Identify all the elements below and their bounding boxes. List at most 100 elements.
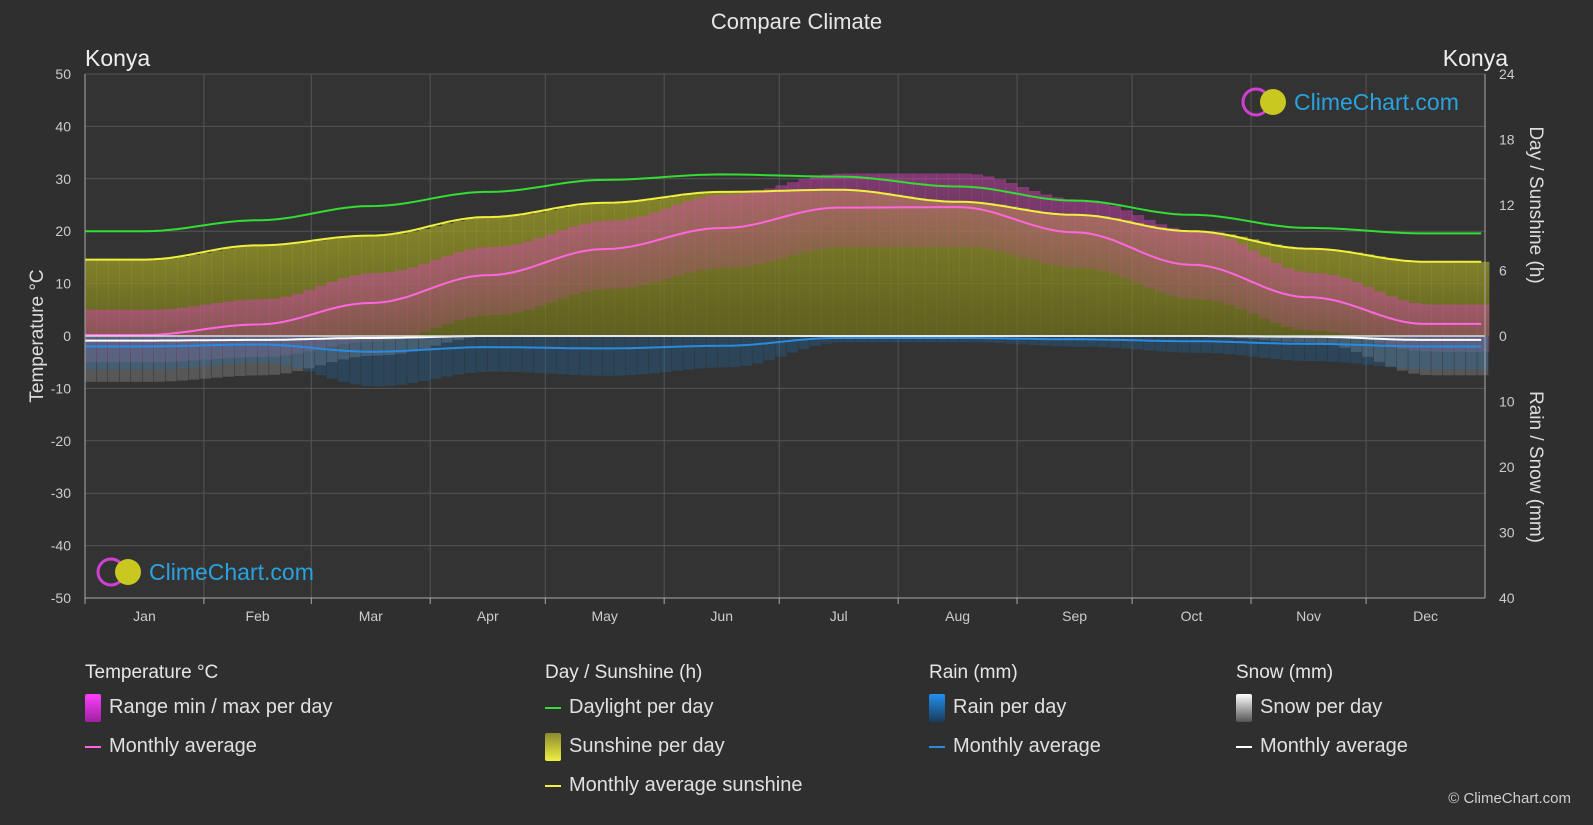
rain-bar <box>303 336 315 372</box>
temp-range-bar <box>338 278 351 345</box>
temp-range-bar <box>1327 275 1340 333</box>
rain-bar <box>1063 336 1075 347</box>
temp-range-bar <box>177 307 190 362</box>
rain-bar <box>108 336 120 370</box>
rain-bar <box>96 336 108 370</box>
temp-range-bar <box>694 197 707 271</box>
snow-bar <box>1454 336 1466 376</box>
temp-range-bar <box>1281 267 1294 327</box>
y-left-tick-label: 20 <box>55 223 71 239</box>
snow-avg-swatch <box>1236 745 1252 748</box>
temp-range-bar <box>683 200 696 273</box>
temp-range-bar <box>740 193 753 267</box>
rain-bar <box>1201 336 1213 353</box>
y-right-mm-axis-title: Rain / Snow (mm) <box>1525 391 1546 543</box>
rain-bar <box>1270 336 1282 360</box>
temp-range-bar <box>1120 210 1133 279</box>
snow-bar <box>453 336 465 340</box>
snow-bar <box>119 336 131 382</box>
rain-bar <box>349 336 361 385</box>
temp-range-bar <box>395 270 408 339</box>
rain-bar <box>1327 336 1339 362</box>
temp-range-bar <box>1362 286 1375 340</box>
y-right-mm-tick-label: 20 <box>1499 459 1515 475</box>
rain-bar <box>763 336 775 361</box>
rain-bar <box>269 336 281 364</box>
snow-bar <box>1339 336 1351 348</box>
legend-label: Monthly average <box>109 735 257 757</box>
rain-bar <box>1465 336 1477 370</box>
daylight-swatch <box>545 706 561 709</box>
snow-bar <box>1316 336 1328 343</box>
climate-chart: 50 40 30 20 10 0 -10 -20 -30 -40 -50 24 18 12 6 0 10 20 30… <box>27 66 1546 624</box>
y-right-hours-tick-label: 18 <box>1499 132 1515 148</box>
y-left-tick-label: -20 <box>51 433 71 449</box>
snow-bar <box>1293 336 1305 343</box>
temp-range-bar <box>1304 273 1317 331</box>
legend-label: Daylight per day <box>569 696 714 718</box>
rain-bar <box>614 336 626 376</box>
snow-bar <box>1396 336 1408 371</box>
watermark-text: ClimeChart.com <box>1294 88 1459 115</box>
snow-bar <box>361 336 373 356</box>
rain-bar <box>1109 336 1121 348</box>
legend-rain: Rain (mm) Rain per day Monthly average <box>929 662 1101 766</box>
rain-bar <box>706 336 718 368</box>
rain-bar <box>292 336 304 369</box>
y-right-mm-tick-label: 10 <box>1499 394 1515 410</box>
snow-bar <box>177 336 189 381</box>
y-left-axis-title: Temperature °C <box>27 269 48 402</box>
temp-range-bar <box>625 218 638 288</box>
temp-range-bar <box>269 298 282 357</box>
y-right-mm-tick-label: 40 <box>1499 590 1515 606</box>
x-tick-label: Mar <box>359 608 383 624</box>
temp-range-bar <box>1408 302 1421 351</box>
legend-item: Daylight per day <box>545 688 802 727</box>
rain-bar <box>1431 336 1443 370</box>
snow-bar <box>165 336 177 382</box>
rain-bar <box>936 336 948 343</box>
temp-range-bar <box>809 176 822 250</box>
rain-bar <box>1408 336 1420 370</box>
rain-bar <box>1442 336 1454 370</box>
temp-range-bar <box>476 247 489 316</box>
sunshine-avg-line <box>85 188 1482 263</box>
sunshine-avg-swatch <box>545 784 561 787</box>
temp-range-bar <box>602 220 615 289</box>
temp-range-bar <box>1155 224 1168 293</box>
rain-bar <box>487 336 499 372</box>
rain-bar <box>510 336 522 373</box>
rain-bar <box>131 336 143 370</box>
temp-range-bar <box>1339 278 1352 335</box>
legend-sun: Day / Sunshine (h) Daylight per day Suns… <box>545 662 802 805</box>
rain-bar <box>1074 336 1086 347</box>
rain-bar <box>786 336 798 353</box>
rain-bar <box>729 336 741 368</box>
rain-bar <box>625 336 637 376</box>
rain-bar <box>1304 336 1316 362</box>
temp-range-bar <box>464 249 477 318</box>
rain-bar <box>372 336 384 387</box>
temp-range-bar <box>499 246 512 315</box>
snow-bar <box>200 336 212 379</box>
temp-range-bar <box>717 194 730 268</box>
rain-bar <box>913 336 925 343</box>
temp-range-bar <box>384 272 397 341</box>
legend-title: Rain (mm) <box>929 662 1018 683</box>
rain-bar <box>890 336 902 343</box>
legend-item: Monthly average <box>1236 727 1408 766</box>
temp-range-bar <box>1316 273 1329 331</box>
rain-bar <box>925 336 937 343</box>
rain-bar <box>1212 336 1224 354</box>
temp-range-bar <box>913 173 926 247</box>
snow-bar <box>303 336 315 369</box>
rain-bar <box>752 336 764 364</box>
rain-bar <box>1224 336 1236 355</box>
x-tick-label: Aug <box>945 608 970 624</box>
legend-title: Snow (mm) <box>1236 662 1334 683</box>
location-right: Konya <box>1442 45 1508 71</box>
temp-avg-swatch <box>85 745 101 748</box>
snow-bar <box>1373 336 1385 362</box>
rain-bar <box>1028 336 1040 346</box>
temp-range-bar <box>257 299 270 357</box>
